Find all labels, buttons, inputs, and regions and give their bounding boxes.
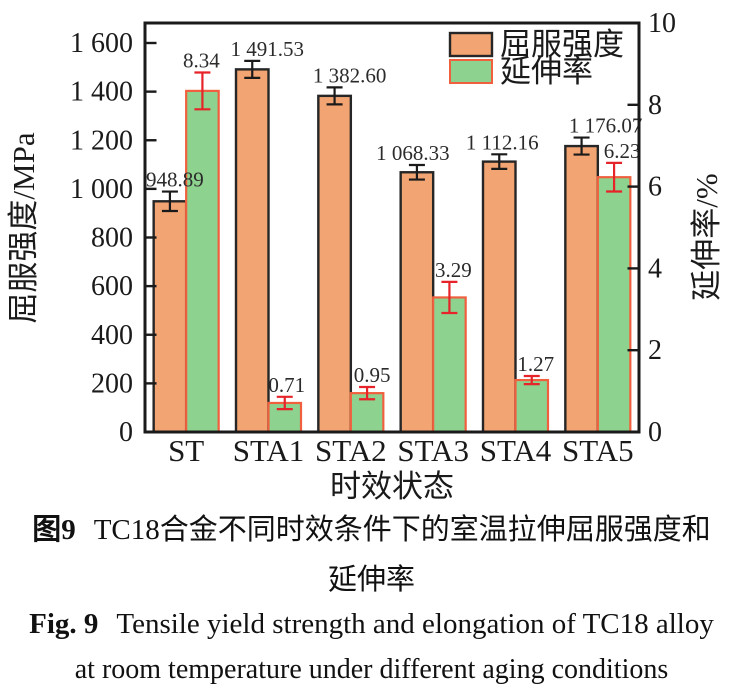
bar-yield-ST (152, 200, 188, 434)
x-tick-label-STA5: STA5 (562, 433, 634, 468)
legend-label-elongation: 延伸率 (500, 54, 593, 89)
bar-elongation-STA3 (432, 296, 467, 434)
caption-zh-line1: 图9 TC18合金不同时效条件下的室温拉伸屈服强度和 (0, 506, 743, 548)
right-axis-tick-label-0: 0 (648, 417, 662, 448)
right-axis-tick-label-4: 4 (648, 253, 662, 284)
right-axis-title: 延伸率/% (689, 173, 724, 300)
value-label-elongation-STA1: 0.71 (268, 373, 305, 397)
caption-en-figure-label: Fig. 9 (29, 608, 99, 640)
bar-chart: 948.89 8.34 1 491.53 0.71 1 382.60 0.95 1 068.… (6, 8, 724, 504)
x-tick-label-ST: ST (168, 433, 204, 468)
x-tick-label-STA2: STA2 (315, 433, 387, 468)
x-tick-label-STA1: STA1 (233, 433, 305, 468)
left-axis-tick-label-200: 200 (91, 368, 133, 399)
right-axis-tick-label-10: 10 (648, 8, 676, 39)
value-label-yield-STA4: 1 112.16 (466, 130, 539, 154)
value-label-yield-ST: 948.89 (146, 168, 204, 192)
value-label-yield-STA5: 1 176.07 (569, 114, 643, 138)
bar-elongation-STA5 (596, 176, 632, 434)
bar-yield-STA3 (399, 171, 435, 434)
bar-elongation-ST (185, 89, 220, 434)
caption-en-line2: at room temperature under different agin… (74, 654, 669, 685)
right-axis-tick-label-2: 2 (648, 335, 662, 366)
caption-zh-figure-label: 图9 (32, 514, 76, 546)
left-axis-tick-label-400: 400 (91, 320, 133, 351)
right-axis-tick-label-6: 6 (648, 172, 662, 203)
value-label-elongation-ST: 8.34 (183, 48, 220, 72)
left-axis-tick-label-1200: 1 200 (70, 125, 133, 156)
caption-zh-line2: 延伸率 (327, 564, 415, 596)
bar-elongation-STA4 (514, 378, 550, 434)
value-label-yield-STA1: 1 491.53 (231, 37, 305, 61)
caption-en-line1: Fig. 9 Tensile yield strength and elongat… (0, 608, 743, 641)
left-axis-tick-label-0: 0 (119, 417, 133, 448)
bar-yield-STA2 (317, 94, 353, 434)
bar-yield-STA4 (481, 160, 517, 434)
value-label-yield-STA3: 1 068.33 (376, 141, 450, 165)
value-label-elongation-STA3: 3.29 (435, 258, 472, 282)
legend-swatch-elongation (449, 59, 493, 84)
caption-zh-text: TC18合金不同时效条件下的室温拉伸屈服强度和 (93, 514, 711, 546)
legend-label-yield: 屈服强度 (500, 27, 624, 62)
left-axis-tick-label-1000: 1 000 (70, 174, 133, 205)
plot-frame (143, 21, 641, 434)
left-axis-tick-label-1600: 1 600 (70, 28, 133, 59)
bar-yield-STA5 (564, 144, 600, 434)
x-tick-label-STA4: STA4 (480, 433, 552, 468)
x-tick-label-STA3: STA3 (397, 433, 469, 468)
right-axis-tick-label-8: 8 (648, 90, 662, 121)
bar-yield-STA1 (234, 68, 270, 434)
left-axis-title: 屈服强度/MPa (6, 132, 41, 323)
value-label-elongation-STA5: 6.23 (604, 139, 641, 163)
x-axis-title: 时效状态 (330, 469, 454, 504)
value-label-elongation-STA2: 0.95 (354, 363, 391, 387)
left-axis-tick-label-600: 600 (91, 271, 133, 302)
caption-en-text: Tensile yield strength and elongation of… (116, 608, 714, 640)
left-axis-tick-label-800: 800 (91, 223, 133, 254)
value-label-yield-STA2: 1 382.60 (313, 63, 387, 87)
legend-swatch-yield (448, 31, 494, 58)
value-label-elongation-STA4: 1.27 (517, 352, 554, 376)
left-axis-tick-label-1400: 1 400 (70, 77, 133, 108)
